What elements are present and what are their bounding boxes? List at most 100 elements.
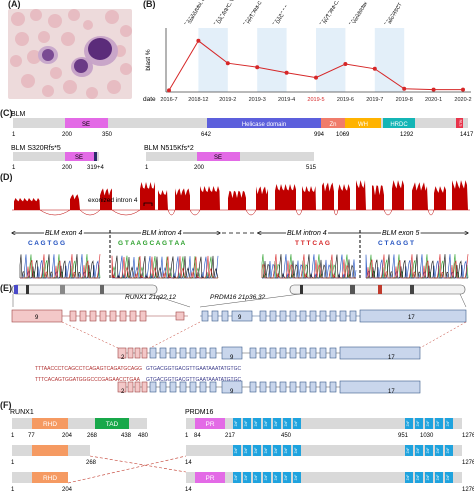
fusion-prdm16-exon — [199, 381, 207, 393]
prdm16-exon — [231, 310, 253, 322]
fusion-runx1-exon — [127, 347, 134, 359]
runx1-pos-438: 438 — [121, 433, 132, 439]
znf-domain — [253, 472, 261, 483]
prdm16-exon — [329, 310, 337, 322]
prdm16-exon — [299, 310, 307, 322]
zoom-line — [459, 293, 467, 308]
znf-label: ZnF — [436, 448, 440, 454]
fusion-prdm16-exon — [319, 381, 327, 393]
coverage-exon-peak — [158, 190, 168, 210]
fusion1-pos-1276: 1276 — [462, 460, 474, 466]
treatment-tick — [184, 4, 199, 25]
blm-position-numbers: 1 200 350 642 994 1069 1292 1417 — [12, 132, 474, 138]
fusion-prdm16-exon — [259, 381, 267, 393]
coverage-exon-peak — [100, 188, 112, 210]
treatment-tick — [384, 4, 399, 25]
treatment-label: Venetoclax — [352, 0, 370, 25]
fusion1-pos-14: 14 — [185, 460, 192, 466]
chr1-band — [410, 285, 414, 294]
fusion-prdm16-exon — [299, 381, 307, 393]
prdm16-znf-group: ZnF ZnF ZnF ZnF ZnF ZnF ZnF ZnF ZnF ZnF ZnF ZnF — [233, 418, 453, 429]
treatment-bands — [198, 28, 405, 92]
wh-domain-label: WH — [358, 122, 368, 128]
fusion2-big-exon-label: 9 — [230, 389, 234, 395]
fusion1-seq-left: TTTAACCCTCAGCCTCAGAGTCAGATGCAGG — [35, 366, 142, 372]
znf-label: ZnF — [234, 421, 238, 427]
znf-label: ZnF — [294, 421, 298, 427]
blast-point — [372, 66, 377, 71]
znf-domain — [293, 445, 301, 456]
nls-domain — [456, 118, 463, 128]
znf-label: ZnF — [416, 475, 420, 481]
treatment-tick — [319, 4, 334, 25]
prdm16-positions: 1 84 217 450 951 1030 1276 — [185, 433, 474, 439]
runx1-locus-label: RUNX1 21q22.12 — [125, 294, 176, 301]
blast-point — [255, 65, 260, 70]
blast-point — [402, 86, 407, 91]
prdm16-pos-1: 1 — [185, 433, 189, 439]
znf-domain — [425, 445, 433, 456]
fusion2-pr — [195, 472, 225, 483]
panel-label-b: (B) — [143, 0, 156, 9]
fusion-runx1-exon — [141, 347, 148, 359]
fusion-runx1-exon — [134, 381, 141, 393]
fusion-prdm16-exon — [189, 381, 197, 393]
zoom-line — [199, 293, 301, 308]
blast-point — [314, 75, 318, 80]
prdm16-exon — [339, 310, 347, 322]
znf-label: ZnF — [294, 448, 298, 454]
znf-label: ZnF — [244, 421, 248, 427]
coverage-exon-peak — [70, 194, 80, 210]
mutation-1-pos-end: 319+4 — [87, 165, 105, 171]
prdm16-pos-1276: 1276 — [462, 433, 474, 439]
fusion-prdm16-exon — [289, 347, 297, 359]
znf-domain — [415, 472, 423, 483]
runx1-exon — [175, 311, 185, 321]
mutation-2-se-label: SE — [214, 155, 222, 161]
prdm16-last-exon-label: 17 — [408, 315, 415, 321]
treatment-label: HHT, Ara-C — [246, 0, 264, 25]
fusion-prdm16-exon — [209, 381, 217, 393]
coverage-exon-peak — [175, 188, 190, 210]
chromatogram-trace — [111, 255, 218, 280]
znf-domain — [263, 445, 271, 456]
nls-domain-label: NLS — [459, 120, 463, 127]
znf-domain — [243, 472, 251, 483]
splice-junction-arc — [295, 209, 303, 216]
runx1-exon — [139, 310, 147, 322]
fusion2-exon2-label: 2 — [121, 389, 125, 395]
micrograph-image — [8, 9, 132, 99]
x-tick-label: 2019-3 — [249, 97, 266, 103]
runx1-bar — [12, 418, 147, 429]
label-exon4: BLM exon 4 — [45, 230, 82, 237]
se-domain-label: SE — [82, 122, 90, 128]
tad-label: TAD — [106, 421, 119, 428]
mutation-2-se — [197, 152, 240, 161]
fusion-prdm16-exon — [199, 347, 207, 359]
znf-domain — [243, 418, 251, 429]
splice-junction-arc — [111, 209, 141, 216]
pr-domain — [195, 418, 225, 429]
fusion-prdm16-exon — [221, 346, 243, 360]
prdm16-locus-label: PRDM16 21p36.32 — [210, 294, 266, 301]
znf-domain — [445, 472, 453, 483]
coverage-exon-peak — [338, 184, 350, 210]
fusion2-pos-1276: 1276 — [462, 487, 474, 493]
runx1-exon — [109, 310, 117, 322]
runx1-pos-204: 204 — [62, 433, 73, 439]
znf-domain — [243, 445, 251, 456]
znf-label: ZnF — [426, 448, 430, 454]
hrdc-domain-label: HRDC — [390, 122, 408, 128]
se-domain — [65, 118, 108, 128]
blast-point — [167, 88, 171, 93]
runx1-pos-268: 268 — [87, 433, 98, 439]
znf-label: ZnF — [446, 448, 450, 454]
runx1-exon — [119, 310, 127, 322]
znf-domain — [445, 418, 453, 429]
znf-domain — [253, 418, 261, 429]
fusion-prdm16-exon — [269, 347, 277, 359]
chromatogram-trace — [366, 254, 468, 279]
panel-label-e: (E) — [0, 283, 12, 293]
x-tick-label: 2019-5 — [307, 97, 324, 103]
x-tick-label: 2020-1 — [425, 97, 442, 103]
